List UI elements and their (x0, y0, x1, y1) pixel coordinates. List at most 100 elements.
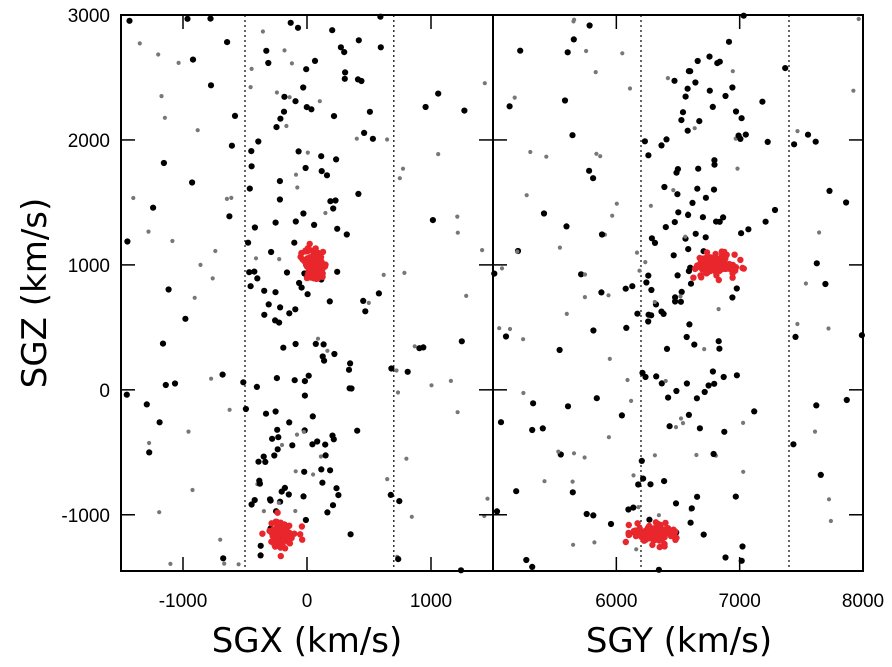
red-point (319, 262, 326, 269)
gray-point (448, 378, 453, 383)
black-point (355, 190, 362, 197)
black-point (683, 380, 691, 387)
gray-point (311, 472, 316, 477)
black-point (651, 239, 659, 246)
black-point (561, 97, 569, 104)
black-point (684, 127, 691, 134)
black-point (646, 516, 653, 523)
gray-point (812, 429, 818, 434)
black-point (312, 340, 319, 347)
black-point (207, 15, 214, 22)
gray-point (680, 421, 686, 426)
black-point (300, 210, 307, 217)
black-point (696, 118, 703, 125)
gray-point (629, 398, 634, 403)
gray-point (692, 126, 697, 131)
black-point (699, 214, 707, 221)
black-point (165, 286, 172, 293)
black-point (694, 493, 701, 500)
black-point (327, 467, 334, 474)
black-point (263, 47, 270, 54)
black-point (583, 510, 590, 518)
black-point (529, 563, 536, 571)
gray-point (826, 497, 832, 502)
gray-point (159, 94, 164, 99)
black-point (694, 185, 701, 192)
black-point (759, 98, 766, 105)
black-point (341, 75, 348, 82)
black-point (661, 183, 668, 191)
black-point (269, 435, 276, 442)
black-point (742, 131, 749, 138)
black-point (722, 92, 729, 100)
black-point (677, 298, 685, 305)
gray-point (317, 99, 322, 104)
gray-point (607, 356, 612, 361)
black-point (817, 471, 824, 478)
black-point (663, 345, 671, 352)
red-point (718, 265, 726, 273)
black-point (686, 321, 693, 328)
black-point (268, 248, 275, 256)
black-point (323, 172, 331, 179)
red-point (319, 248, 327, 256)
gray-point (678, 294, 683, 299)
black-point (276, 178, 283, 185)
black-point (303, 104, 310, 111)
gray-point (826, 326, 831, 331)
gray-point (436, 152, 441, 157)
black-point (435, 90, 442, 97)
black-point (716, 218, 723, 225)
black-point (318, 153, 325, 160)
red-point (279, 541, 286, 548)
black-point (700, 531, 707, 538)
gray-point (176, 60, 181, 65)
black-point (695, 165, 702, 172)
black-point (692, 79, 699, 86)
gray-point (289, 61, 294, 66)
red-point (280, 523, 287, 531)
black-point (662, 224, 669, 231)
black-point (694, 57, 701, 65)
black-point (302, 516, 309, 524)
x-tick-label: 0 (302, 591, 313, 612)
black-point (272, 317, 279, 324)
gray-point (293, 508, 298, 514)
black-point (661, 478, 668, 485)
black-point (322, 452, 329, 459)
black-point (648, 286, 655, 294)
black-point (329, 27, 336, 34)
black-point (305, 372, 312, 379)
black-point (321, 357, 328, 364)
red-point (652, 536, 659, 543)
gray-point (795, 321, 800, 327)
gray-point (637, 268, 642, 273)
gray-point (195, 128, 200, 133)
black-point (396, 498, 403, 505)
black-point (693, 395, 701, 402)
black-point (721, 428, 728, 435)
black-point (319, 479, 326, 486)
gray-point (198, 262, 203, 267)
gray-point (584, 48, 589, 54)
black-point (764, 138, 771, 145)
red-point (281, 532, 288, 540)
red-point (646, 522, 653, 530)
gray-point (528, 149, 533, 155)
gray-point (162, 115, 167, 120)
gray-point (305, 150, 310, 155)
black-point (458, 338, 465, 345)
black-point (714, 60, 721, 67)
gray-point (485, 496, 490, 501)
gray-point (260, 29, 265, 34)
black-point (648, 312, 655, 319)
black-point (285, 491, 292, 498)
black-point (332, 197, 339, 204)
gray-point (851, 88, 856, 93)
black-point (729, 84, 736, 91)
gray-point (210, 276, 215, 281)
panel-sgy: 6000 7000 8000 (491, 12, 884, 612)
black-point (341, 49, 348, 56)
black-point (291, 239, 298, 246)
y-axis-labels: -1000 0 1000 2000 3000 (61, 6, 110, 527)
